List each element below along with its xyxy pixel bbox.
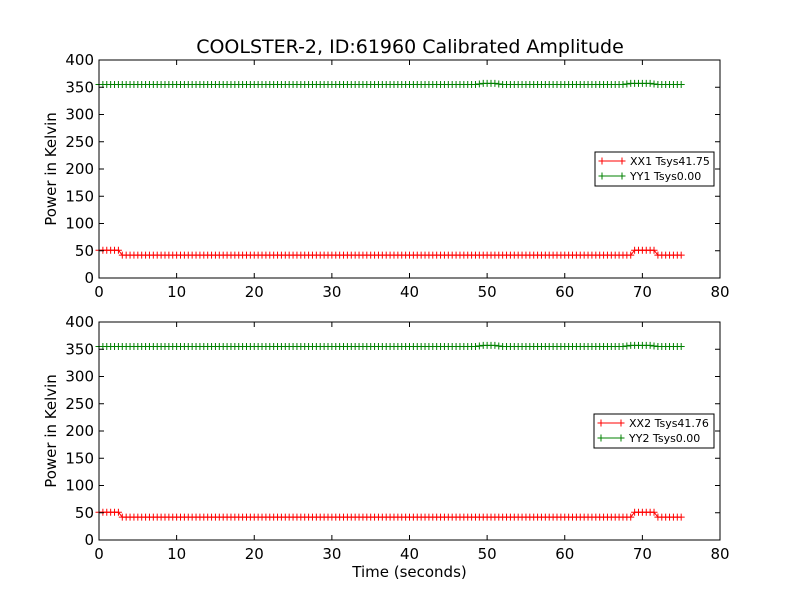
x-tick-label: 20 — [245, 545, 264, 563]
legend-marker — [617, 419, 625, 427]
x-axis-label: Time (seconds) — [351, 563, 467, 581]
y-axis-label: Power in Kelvin — [42, 112, 60, 226]
y-tick-label: 0 — [84, 531, 94, 549]
data-point — [650, 246, 658, 254]
data-point — [491, 79, 499, 87]
data-point — [619, 343, 627, 351]
y-tick-label: 50 — [75, 242, 94, 260]
y-tick-label: 0 — [84, 269, 94, 287]
y-tick-label: 100 — [65, 477, 94, 495]
y-tick-label: 200 — [65, 422, 94, 440]
y-tick-label: 150 — [65, 449, 94, 467]
legend-marker — [598, 172, 606, 180]
y-tick-label: 100 — [65, 215, 94, 233]
x-tick-label: 70 — [633, 545, 652, 563]
data-point — [677, 81, 685, 89]
chart-title: COOLSTER-2, ID:61960 Calibrated Amplitud… — [196, 36, 624, 58]
data-point — [650, 80, 658, 88]
series-xx — [95, 508, 685, 521]
legend-label: XX2 Tsys41.76 — [629, 417, 709, 430]
x-tick-label: 60 — [555, 283, 574, 301]
legend-marker — [597, 419, 605, 427]
data-point — [646, 341, 654, 349]
legend: XX1 Tsys41.75 YY1 Tsys0.00 — [594, 151, 715, 187]
data-point — [475, 342, 483, 350]
data-point — [491, 341, 499, 349]
legend-marker — [617, 434, 625, 442]
y-tick-label: 350 — [65, 340, 94, 358]
legend-marker — [597, 434, 605, 442]
legend-box — [593, 413, 715, 449]
y-tick-label: 400 — [65, 51, 94, 69]
subplot-bottom: 0 10 20 30 40 50 60 70 80 0 50 100 150 200 250 300 350 40… — [42, 313, 730, 581]
x-tick-label: 10 — [167, 545, 186, 563]
legend-label: YY1 Tsys0.00 — [629, 170, 701, 183]
data-point — [646, 79, 654, 87]
data-point — [627, 251, 635, 259]
x-tick-label: 60 — [555, 545, 574, 563]
x-tick-label: 0 — [94, 283, 104, 301]
data-point — [677, 251, 685, 259]
legend-label: YY2 Tsys0.00 — [628, 432, 700, 445]
y-axis-label: Power in Kelvin — [42, 374, 60, 488]
legend-box — [594, 151, 715, 187]
data-point — [650, 508, 658, 516]
data-point — [627, 513, 635, 521]
y-tick-label: 150 — [65, 187, 94, 205]
x-tick-label: 20 — [245, 283, 264, 301]
data-point — [114, 508, 122, 516]
y-tick-label: 350 — [65, 78, 94, 96]
x-tick-label: 70 — [633, 283, 652, 301]
x-tick-label: 30 — [322, 283, 341, 301]
data-point — [471, 81, 479, 89]
x-tick-label: 10 — [167, 283, 186, 301]
x-tick-label: 80 — [710, 283, 729, 301]
y-tick-label: 250 — [65, 395, 94, 413]
data-point — [495, 80, 503, 88]
x-tick-label: 30 — [322, 545, 341, 563]
subplot-top: 0 10 20 30 40 50 60 70 80 0 50 100 150 200 250 300 350 40… — [42, 51, 730, 301]
x-tick-label: 80 — [710, 545, 729, 563]
data-point — [623, 342, 631, 350]
data-point — [677, 343, 685, 351]
data-point — [114, 246, 122, 254]
series-yy — [95, 341, 685, 351]
data-point — [471, 343, 479, 351]
x-tick-label: 0 — [94, 545, 104, 563]
series-xx — [95, 246, 685, 259]
legend-marker — [618, 172, 626, 180]
data-point — [619, 81, 627, 89]
x-tick-label: 50 — [478, 283, 497, 301]
y-tick-label: 300 — [65, 368, 94, 386]
x-tick-label: 50 — [478, 545, 497, 563]
legend-marker — [598, 157, 606, 165]
legend: XX2 Tsys41.76 YY2 Tsys0.00 — [593, 413, 715, 449]
series-yy — [95, 79, 685, 89]
y-tick-label: 300 — [65, 106, 94, 124]
x-tick-label: 40 — [400, 545, 419, 563]
y-tick-label: 200 — [65, 160, 94, 178]
x-tick-label: 40 — [400, 283, 419, 301]
legend-marker — [618, 157, 626, 165]
legend-label: XX1 Tsys41.75 — [630, 155, 710, 168]
data-point — [650, 342, 658, 350]
data-point — [475, 80, 483, 88]
data-point — [495, 342, 503, 350]
data-point — [677, 513, 685, 521]
y-tick-label: 400 — [65, 313, 94, 331]
data-point — [623, 80, 631, 88]
y-tick-label: 250 — [65, 133, 94, 151]
y-tick-label: 50 — [75, 504, 94, 522]
